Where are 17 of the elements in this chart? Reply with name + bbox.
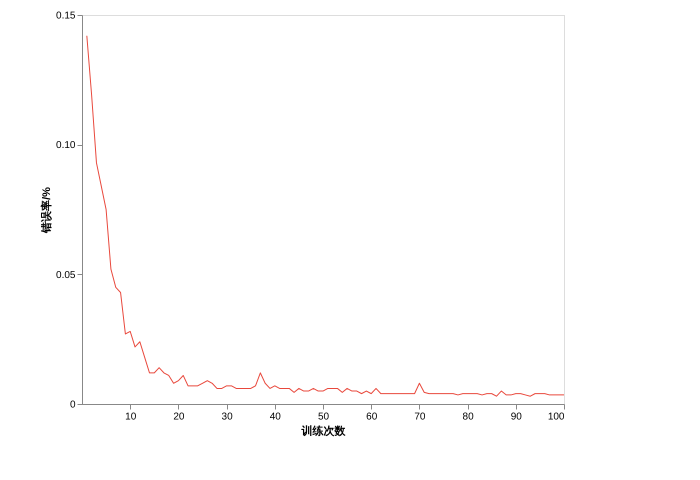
y-tick-label: 0.10 — [56, 140, 76, 152]
x-tick-label: 50 — [318, 412, 330, 422]
x-tick-label: 70 — [414, 412, 426, 422]
x-tick-label: 10 — [125, 412, 137, 422]
y-tick-label: 0.15 — [56, 10, 76, 22]
x-tick-label: 100 — [548, 412, 565, 422]
x-axis-title: 训练次数 — [300, 424, 346, 438]
y-axis-title: 错误率/% — [40, 186, 54, 234]
y-tick-label: 0.05 — [56, 270, 76, 281]
x-tick-label: 80 — [462, 412, 474, 422]
x-tick-label: 20 — [173, 412, 185, 422]
x-tick-label: 90 — [510, 412, 522, 422]
y-tick-label: 0 — [70, 400, 76, 410]
x-tick-label: 30 — [222, 412, 234, 422]
x-tick-label: 40 — [270, 412, 282, 422]
x-tick-label: 60 — [366, 412, 378, 422]
line-series — [86, 35, 564, 397]
